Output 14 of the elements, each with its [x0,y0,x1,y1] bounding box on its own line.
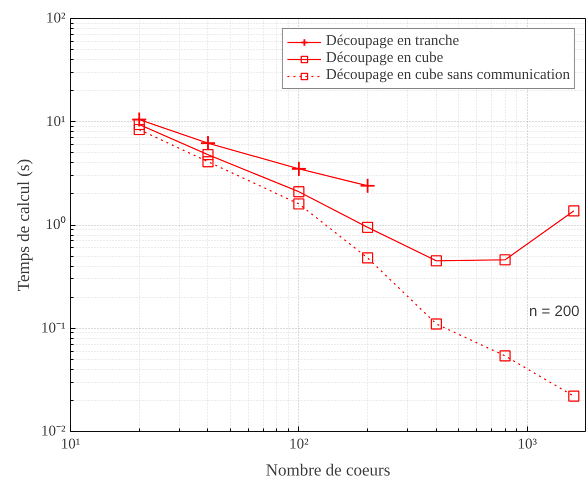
legend-label: Découpage en tranche [326,33,460,50]
y-tick-label: 10⁻² [41,424,66,440]
y-tick-label: 10⁻¹ [41,320,66,336]
y-tick-label: 10¹ [46,114,66,130]
annotation: n = 200 [529,303,580,320]
x-tick-label: 10¹ [60,436,80,452]
legend-label: Découpage en cube [326,50,444,67]
y-tick-label: 10⁰ [46,216,66,233]
x-tick-label: 10³ [517,436,538,452]
x-tick-label: 10² [289,436,310,452]
x-axis-title: Nombre de coeurs [266,460,390,480]
legend-label: Découpage en cube sans communication [326,67,570,84]
y-axis-title: Temps de calcul (s) [14,158,34,292]
y-tick-label: 10² [46,10,66,26]
